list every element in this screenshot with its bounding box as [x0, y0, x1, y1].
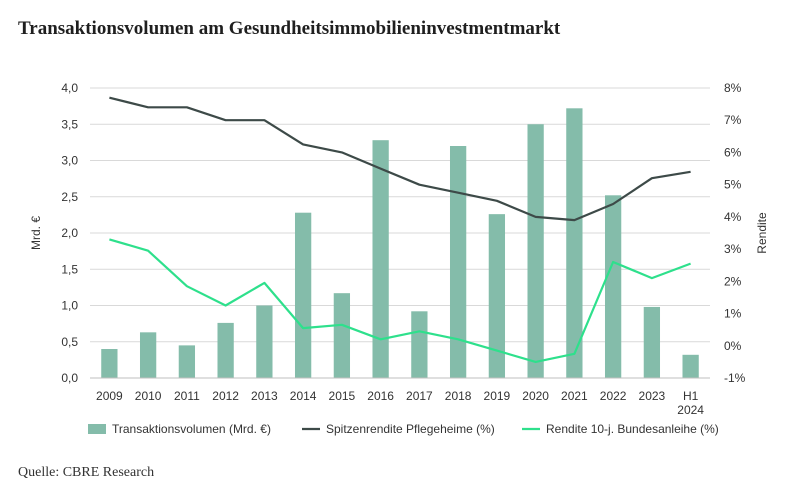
axes: 0,0 0,5 1,0 1,5 2,0 2,5 3,0 3,5 4,0 -1% 0% 1% 2% 3% 4%… — [29, 81, 769, 417]
x-tick-label: 2017 — [406, 389, 433, 403]
bar — [411, 311, 428, 378]
y2-tick-label: 5% — [724, 178, 742, 192]
bar — [682, 354, 699, 378]
y-tick-label: 4,0 — [61, 81, 78, 95]
y-tick-label: 0,0 — [61, 371, 78, 385]
bar — [488, 214, 506, 378]
bar — [372, 140, 389, 378]
legend-swatch — [88, 424, 106, 434]
bar — [101, 349, 118, 378]
legend-label: Transaktionsvolumen (Mrd. €) — [112, 422, 271, 436]
legend-label: Rendite 10-j. Bundesanleihe (%) — [546, 422, 719, 436]
bar — [643, 306, 661, 378]
y-tick-label: 0,5 — [61, 335, 78, 349]
bar — [604, 195, 622, 378]
x-tick-label: 2012 — [212, 389, 239, 403]
bar — [294, 212, 312, 378]
y2-tick-label: 0% — [724, 339, 742, 353]
source-note: Quelle: CBRE Research — [18, 465, 155, 480]
y2-tick-label: -1% — [724, 371, 746, 385]
x-tick-label: 2013 — [251, 389, 278, 403]
bar — [139, 332, 157, 378]
y-tick-label: 2,0 — [61, 226, 78, 240]
bar-series — [101, 108, 699, 379]
chart-title: Transaktionsvolumen am Gesundheitsimmobi… — [18, 18, 561, 39]
bar — [333, 293, 351, 378]
y-axis-title: Mrd. € — [29, 216, 43, 250]
y2-axis-title: Rendite — [755, 212, 769, 254]
bar — [217, 322, 234, 378]
y-tick-label: 1,0 — [61, 299, 78, 313]
x-tick-label: 2009 — [96, 389, 123, 403]
legend-label: Spitzenrendite Pflegeheime (%) — [326, 422, 495, 436]
y-tick-label: 1,5 — [61, 262, 78, 276]
y2-tick-label: 8% — [724, 81, 742, 95]
bar — [566, 108, 583, 379]
x-tick-label: 2014 — [290, 389, 317, 403]
y2-tick-label: 3% — [724, 242, 742, 256]
x-tick-label: 2021 — [561, 389, 588, 403]
y2-tick-label: 2% — [724, 274, 742, 288]
y-tick-label: 3,5 — [61, 117, 78, 131]
x-tick-label: 2011 — [174, 389, 200, 403]
y-tick-label: 2,5 — [61, 190, 78, 204]
x-tick-label: 2022 — [600, 389, 627, 403]
y2-tick-label: 4% — [724, 210, 742, 224]
x-tick-label: 2023 — [639, 389, 666, 403]
y2-tick-label: 1% — [724, 307, 742, 321]
x-tick-label: 2019 — [484, 389, 511, 403]
line-spitzenrendite — [109, 96, 691, 222]
x-tick-label: 2010 — [135, 389, 162, 403]
bar — [178, 345, 196, 378]
y2-tick-label: 6% — [724, 145, 742, 159]
y2-tick-label: 7% — [724, 113, 742, 127]
bar — [256, 305, 273, 378]
x-tick-label: 2015 — [329, 389, 356, 403]
x-tick-label: 2020 — [522, 389, 549, 403]
x-tick-label: H1 2024 — [677, 389, 704, 417]
y-tick-label: 3,0 — [61, 154, 78, 168]
bar — [527, 124, 544, 378]
x-tick-label: 2018 — [445, 389, 472, 403]
line-series — [109, 96, 691, 363]
x-tick-label: 2016 — [367, 389, 394, 403]
legend: Transaktionsvolumen (Mrd. €) Spitzenrendi… — [88, 422, 719, 436]
bar — [449, 146, 467, 378]
line-bundesanleihe — [109, 238, 691, 363]
